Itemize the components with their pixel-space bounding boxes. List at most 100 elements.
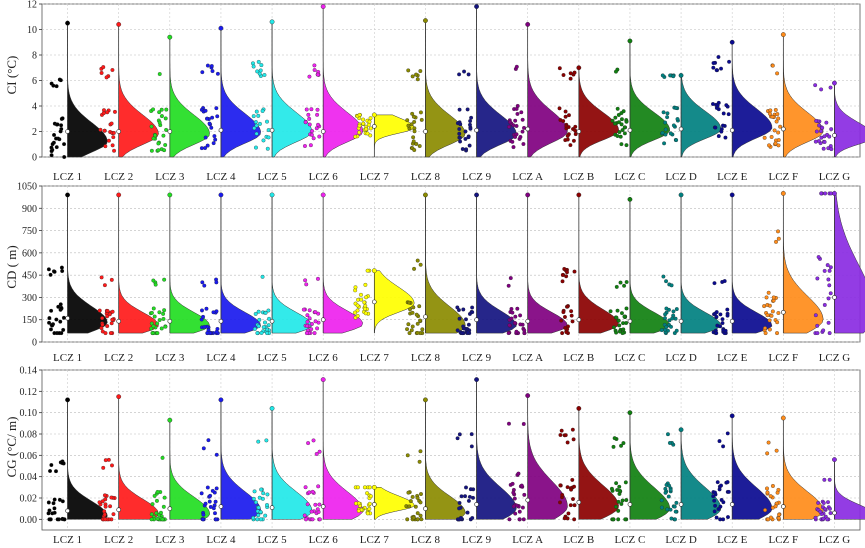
cg-point-2 bbox=[102, 493, 107, 498]
ci-point-12 bbox=[610, 118, 615, 123]
cd-point-1 bbox=[60, 269, 65, 273]
ci-point-10 bbox=[514, 64, 519, 69]
cd-point-6 bbox=[316, 276, 320, 281]
ci-y-tick-label: 4 bbox=[32, 102, 37, 113]
cg-point-2 bbox=[103, 458, 108, 463]
cd-point-3 bbox=[161, 316, 166, 321]
cd-point-3 bbox=[159, 326, 164, 331]
cd-point-6 bbox=[304, 282, 309, 287]
cd-max-point-2 bbox=[116, 192, 122, 198]
cd-median-14 bbox=[729, 318, 735, 324]
cg-point-11 bbox=[558, 433, 563, 437]
cg-point-2 bbox=[100, 499, 105, 504]
cd-y-tick-label: 150 bbox=[22, 315, 37, 326]
cg-point-11 bbox=[571, 437, 576, 442]
ci-point-15 bbox=[769, 135, 774, 139]
cg-y-tick-label: 0.08 bbox=[20, 430, 38, 441]
cd-point-5 bbox=[257, 317, 262, 322]
cd-point-14 bbox=[714, 331, 719, 336]
ci-point-14 bbox=[727, 59, 732, 64]
ci-point-8 bbox=[411, 139, 416, 144]
ci-point-8 bbox=[419, 117, 424, 122]
ci-point-4 bbox=[209, 125, 214, 130]
ci-point-4 bbox=[205, 116, 210, 121]
ci-point-14 bbox=[721, 111, 726, 116]
cg-median-9 bbox=[474, 502, 479, 507]
ci-point-12 bbox=[622, 125, 627, 130]
ci-y-tick-label: 12 bbox=[27, 0, 37, 11]
ci-point-8 bbox=[415, 77, 420, 82]
cg-point-16 bbox=[816, 500, 821, 505]
cg-point-16 bbox=[821, 501, 826, 505]
ci-point-6 bbox=[315, 107, 320, 112]
ci-point-14 bbox=[726, 112, 731, 117]
cg-y-tick-label: 0.00 bbox=[20, 515, 38, 526]
ci-point-7 bbox=[361, 117, 366, 122]
ci-point-6 bbox=[303, 120, 308, 125]
cg-point-8 bbox=[418, 500, 423, 505]
ci-point-2 bbox=[102, 128, 107, 133]
cd-point-7 bbox=[359, 292, 363, 297]
ci-point-15 bbox=[767, 111, 772, 116]
cg-point-12 bbox=[609, 486, 614, 491]
cg-point-14 bbox=[721, 517, 726, 522]
cd-category-label: LCZ 8 bbox=[411, 352, 441, 364]
cd-y-tick-label: 600 bbox=[22, 248, 37, 259]
cd-median-12 bbox=[627, 318, 633, 324]
cd-point-13 bbox=[664, 325, 669, 329]
cg-point-6 bbox=[311, 438, 316, 443]
ci-point-9 bbox=[457, 72, 462, 77]
cg-point-16 bbox=[822, 477, 827, 482]
cd-point-3 bbox=[149, 310, 154, 315]
cg-point-15 bbox=[768, 515, 773, 520]
cg-point-9 bbox=[471, 495, 475, 500]
ci-point-7 bbox=[367, 119, 372, 124]
cg-point-6 bbox=[313, 502, 318, 507]
cg-point-13 bbox=[666, 494, 671, 499]
cg-median-14 bbox=[729, 502, 735, 507]
cd-point-13 bbox=[669, 324, 673, 329]
cg-point-6 bbox=[317, 449, 322, 454]
ci-point-11 bbox=[571, 138, 576, 143]
cd-max-point-14 bbox=[729, 192, 735, 198]
cg-point-2 bbox=[102, 509, 107, 514]
cg-point-13 bbox=[668, 488, 673, 492]
cd-point-6 bbox=[309, 327, 314, 332]
ci-point-1 bbox=[54, 84, 59, 89]
ci-point-5 bbox=[251, 114, 256, 119]
cd-category-label: LCZ F bbox=[768, 352, 798, 364]
cd-point-1 bbox=[47, 316, 52, 321]
ci-point-12 bbox=[615, 134, 620, 138]
ci-median-4 bbox=[218, 127, 224, 133]
cg-median-16 bbox=[832, 510, 837, 516]
cd-point-5 bbox=[265, 331, 270, 336]
ci-max-point-16 bbox=[832, 80, 837, 86]
ci-point-8 bbox=[412, 129, 417, 134]
cg-median-12 bbox=[627, 502, 633, 507]
cg-point-6 bbox=[309, 509, 314, 514]
ci-point-16 bbox=[821, 146, 826, 151]
cg-max-point-9 bbox=[474, 377, 479, 382]
ci-point-6 bbox=[309, 107, 314, 112]
cg-point-14 bbox=[719, 483, 724, 488]
cg-point-9 bbox=[457, 500, 462, 505]
cg-point-7 bbox=[362, 485, 367, 490]
cd-point-4 bbox=[214, 329, 219, 334]
cd-point-4 bbox=[204, 306, 209, 311]
ci-point-8 bbox=[412, 148, 417, 152]
ci-point-9 bbox=[457, 135, 462, 140]
cg-point-2 bbox=[111, 512, 116, 517]
cg-point-12 bbox=[611, 444, 616, 449]
cd-point-9 bbox=[457, 316, 462, 321]
cd-max-point-15 bbox=[780, 191, 786, 196]
cg-point-10 bbox=[511, 504, 516, 509]
ci-point-5 bbox=[265, 146, 270, 151]
cd-max-point-16 bbox=[832, 191, 837, 196]
ci-point-2 bbox=[103, 144, 108, 149]
cg-point-3 bbox=[162, 495, 167, 500]
cg-point-11 bbox=[558, 483, 563, 488]
ci-point-15 bbox=[776, 143, 781, 148]
cd-point-13 bbox=[667, 318, 672, 323]
cg-point-1 bbox=[49, 463, 54, 467]
cd-point-10 bbox=[506, 283, 511, 288]
